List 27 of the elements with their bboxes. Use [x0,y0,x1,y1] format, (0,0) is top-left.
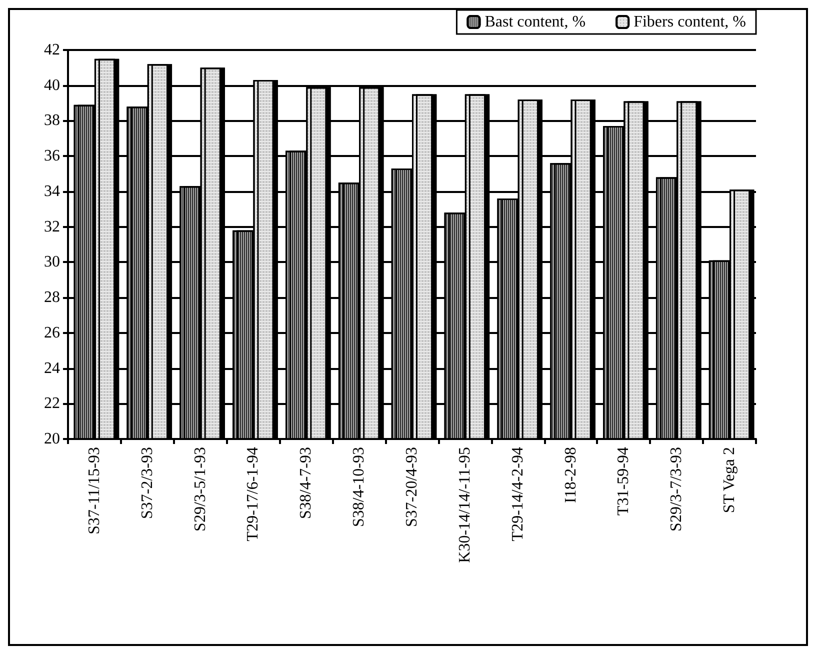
x-tick-label: S37-11/15-93 [86,447,103,534]
x-tick-label: S37-20/4-93 [404,447,420,527]
x-tick-label: T31-59-94 [615,447,632,516]
y-tick-label: 38 [44,112,60,130]
y-tick-label: 30 [44,254,60,271]
y-tick-label: 40 [44,76,60,94]
y-tick-label: 36 [44,148,60,165]
x-tick-label: S29/3-5/1-93 [192,447,209,532]
y-tick-label: 32 [44,218,60,236]
y-tick-label: 28 [44,289,60,306]
x-tick-label: S29/3-7/3-93 [668,447,686,532]
y-tick-label: 26 [44,324,60,342]
y-tick-label: 34 [44,182,60,200]
x-tick-label: T29-14/4-2-94 [509,447,526,542]
y-tick-label: 22 [44,395,60,412]
x-tick-label: S37-2/3-93 [138,447,156,519]
y-tick-label: 42 [44,42,60,58]
x-tick-label: ST Vega 2 [721,447,738,514]
x-tick-label: S38/4-7-93 [298,447,315,519]
y-tick-label: 24 [44,360,60,377]
legend-label: Bast content, % [484,14,586,30]
x-tick-label: K30-14/14/-11-95 [456,447,474,563]
x-tick-label: S38/4-10-93 [350,447,368,527]
x-tick-label: I18-2-98 [562,447,580,503]
y-tick-label: 20 [44,430,60,448]
legend-label: Fibers content, % [634,14,746,30]
x-tick-label: T29-17/6-1-94 [244,447,262,542]
